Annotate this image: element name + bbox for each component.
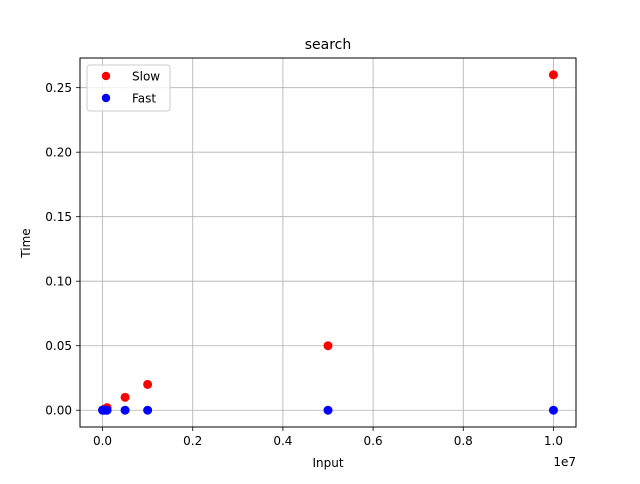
data-point-fast [548, 405, 558, 415]
axes-frame [79, 57, 577, 428]
x-tick-label: 0.8 [454, 434, 473, 448]
y-tick-label: 0.15 [45, 210, 72, 224]
x-axis-offset-label: 1e7 [553, 455, 576, 469]
grid [80, 58, 576, 427]
series-fast [98, 405, 558, 415]
x-tick-label: 0.4 [273, 434, 292, 448]
y-tick-label: 0.10 [45, 275, 72, 289]
data-point-slow [548, 70, 558, 80]
legend: Slow Fast [86, 64, 171, 112]
ticks: 0.0 0.2 0.4 0.6 0.8 1.0 0.00 0.05 0.10 0.15 0.20 0.… [45, 81, 563, 448]
y-tick-label: 0.20 [45, 146, 72, 160]
data-point-fast [323, 405, 333, 415]
legend-marker-fast [101, 93, 111, 103]
chart-title: search [305, 37, 352, 53]
y-tick-label: 0.00 [45, 404, 72, 418]
data-points [98, 70, 558, 415]
legend-label-slow: Slow [132, 70, 160, 84]
x-tick-label: 0.0 [93, 434, 112, 448]
x-tick-label: 1.0 [544, 434, 563, 448]
legend-label-fast: Fast [132, 92, 156, 106]
data-point-fast [120, 405, 130, 415]
data-point-fast [143, 405, 153, 415]
y-tick-label: 0.05 [45, 339, 72, 353]
x-axis-label: Input [312, 456, 343, 470]
y-axis-label: Time [19, 228, 33, 258]
data-point-slow [143, 379, 153, 389]
data-point-slow [120, 392, 130, 402]
data-point-fast [102, 405, 112, 415]
data-point-slow [323, 341, 333, 351]
legend-marker-slow [101, 71, 111, 81]
y-tick-label: 0.25 [45, 81, 72, 95]
x-tick-label: 0.6 [364, 434, 383, 448]
x-tick-label: 0.2 [183, 434, 202, 448]
